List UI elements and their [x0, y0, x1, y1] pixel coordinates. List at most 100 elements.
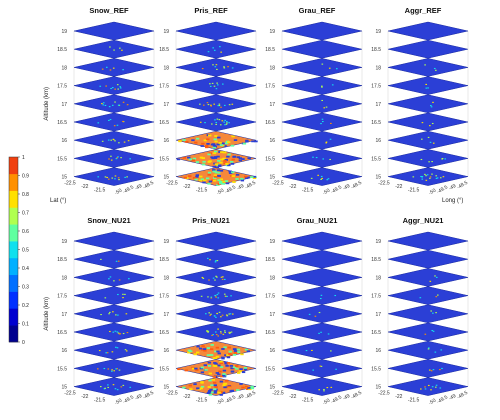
- level-15: 15: [163, 377, 257, 396]
- data-speck: [213, 391, 217, 394]
- level-16.5: 16.5: [371, 112, 469, 132]
- data-speck: [213, 145, 218, 148]
- level-17: 17: [269, 304, 363, 324]
- data-speck: [105, 352, 107, 354]
- data-speck: [329, 158, 331, 161]
- data-speck: [224, 379, 229, 382]
- data-speck: [215, 121, 218, 124]
- colorbar-tick-label: 0.6: [22, 229, 29, 235]
- data-speck: [234, 365, 239, 367]
- data-speck: [116, 331, 119, 333]
- data-speck: [107, 139, 110, 141]
- data-speck: [223, 159, 227, 162]
- level-plane: [281, 58, 363, 77]
- data-speck: [229, 313, 232, 315]
- data-speck: [111, 87, 114, 89]
- data-speck: [232, 353, 237, 356]
- colorbar-tick-label: 0.3: [22, 284, 29, 290]
- level-15: 15: [61, 167, 155, 186]
- data-speck: [213, 177, 217, 179]
- panel-title: Snow_NU21: [87, 216, 130, 225]
- data-speck: [212, 152, 217, 155]
- data-speck: [222, 157, 226, 160]
- data-speck: [218, 103, 221, 105]
- altitude-tick-label: 16: [269, 348, 275, 354]
- data-speck: [109, 330, 111, 333]
- data-speck: [206, 330, 208, 332]
- data-speck: [217, 373, 221, 376]
- data-speck: [200, 371, 205, 374]
- data-speck: [230, 370, 235, 373]
- data-speck: [429, 125, 431, 127]
- altitude-tick-label: 15.5: [265, 366, 275, 372]
- data-speck: [195, 175, 199, 178]
- data-speck: [319, 297, 322, 300]
- data-speck: [221, 314, 224, 316]
- data-speck: [230, 144, 235, 147]
- level-plane: [281, 21, 363, 41]
- data-speck: [432, 101, 434, 103]
- data-speck: [207, 51, 210, 53]
- data-speck: [226, 122, 228, 124]
- data-speck: [435, 175, 438, 177]
- level-plane: [175, 268, 257, 287]
- data-speck: [431, 329, 434, 332]
- data-speck: [236, 348, 241, 351]
- data-speck: [120, 386, 123, 388]
- altitude-tick-label: 16: [61, 348, 67, 354]
- data-speck: [216, 82, 218, 84]
- altitude-tick-label: 18.5: [57, 47, 67, 53]
- data-speck: [188, 158, 193, 161]
- level-17: 17: [163, 304, 257, 324]
- data-speck: [117, 293, 119, 296]
- altitude-tick-label: 17.5: [159, 84, 169, 90]
- data-speck: [207, 390, 212, 393]
- data-speck: [116, 347, 119, 349]
- long-tick-label: -49: [342, 183, 351, 192]
- data-speck: [216, 294, 219, 296]
- data-speck: [99, 386, 102, 388]
- lat-tick-label: -22: [395, 184, 402, 190]
- level-plane: [387, 167, 469, 186]
- data-speck: [202, 277, 205, 279]
- data-speck: [228, 313, 231, 315]
- data-speck: [203, 364, 207, 367]
- data-speck: [206, 138, 210, 141]
- data-speck: [435, 312, 437, 314]
- altitude-tick-label: 17: [163, 102, 169, 108]
- data-speck: [430, 389, 432, 391]
- data-speck: [219, 178, 224, 181]
- data-speck: [326, 387, 329, 389]
- altitude-tick-label: 19: [61, 239, 67, 245]
- level-17.5: 17.5: [57, 76, 155, 95]
- altitude-tick-label: 17.5: [159, 294, 169, 300]
- level-18.5: 18.5: [159, 249, 257, 269]
- altitude-tick-label: 17: [163, 312, 169, 318]
- data-speck: [218, 119, 221, 121]
- long-tick-label: -49.5: [436, 184, 449, 195]
- data-speck: [210, 104, 212, 106]
- colorbar-segment: [9, 173, 18, 191]
- data-speck: [431, 173, 433, 175]
- data-speck: [206, 257, 209, 259]
- data-speck: [182, 139, 186, 141]
- data-speck: [221, 278, 224, 280]
- data-speck: [240, 179, 245, 182]
- data-speck: [440, 349, 443, 351]
- data-speck: [223, 162, 227, 165]
- data-speck: [97, 176, 100, 178]
- data-speck: [211, 143, 216, 146]
- data-speck: [122, 332, 125, 335]
- data-speck: [323, 390, 325, 392]
- data-speck: [432, 312, 434, 314]
- data-speck: [200, 295, 203, 297]
- data-speck: [176, 158, 181, 161]
- data-speck: [435, 276, 438, 278]
- data-speck: [115, 158, 118, 160]
- data-speck: [113, 370, 115, 372]
- data-speck: [223, 386, 227, 389]
- data-speck: [214, 260, 217, 262]
- data-speck: [213, 174, 218, 177]
- altitude-tick-label: 17: [61, 312, 67, 318]
- data-speck: [111, 104, 114, 106]
